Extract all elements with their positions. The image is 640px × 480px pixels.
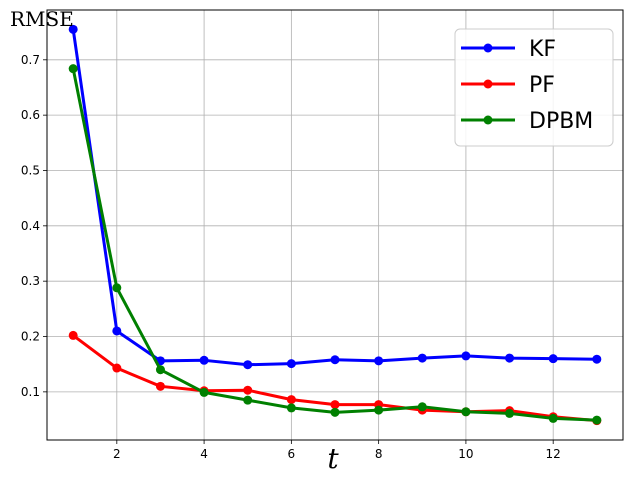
data-point-kf — [417, 353, 427, 363]
data-point-kf — [199, 355, 209, 365]
y-tick-label: 0.6 — [21, 108, 40, 122]
data-point-kf — [330, 355, 340, 365]
data-point-dpbm — [199, 387, 209, 397]
data-point-dpbm — [461, 407, 471, 417]
data-point-kf — [592, 354, 602, 364]
legend-label-dpbm: DPBM — [529, 109, 593, 134]
legend: KF PF DPBM — [454, 28, 614, 147]
x-tick-label: 4 — [200, 447, 208, 461]
data-point-dpbm — [68, 64, 78, 74]
data-point-dpbm — [330, 407, 340, 417]
legend-swatch-marker-pf — [483, 79, 493, 89]
y-tick-label: 0.1 — [21, 385, 40, 399]
data-point-kf — [243, 360, 253, 370]
data-point-pf — [330, 400, 340, 410]
x-tick-label: 6 — [288, 447, 296, 461]
x-axis-label: t — [327, 442, 339, 475]
data-point-dpbm — [548, 413, 558, 423]
plot-area-frame — [46, 9, 624, 441]
data-point-dpbm — [155, 365, 165, 375]
x-tick-label: 2 — [113, 447, 121, 461]
legend-swatch-marker-dpbm — [483, 115, 493, 125]
legend-label-kf: KF — [529, 37, 556, 62]
data-point-dpbm — [417, 402, 427, 412]
data-point-dpbm — [592, 415, 602, 425]
data-point-pf — [243, 385, 253, 395]
data-point-dpbm — [505, 408, 515, 418]
data-point-dpbm — [243, 395, 253, 405]
legend-label-pf: PF — [529, 73, 555, 98]
axis-ticks: 2 4 6 8 10 12 0.1 0.2 0.3 0.4 0.5 0.6 0.7 — [21, 53, 561, 461]
x-tick-label: 8 — [375, 447, 383, 461]
y-tick-label: 0.4 — [21, 219, 40, 233]
y-axis-label: RMSE — [10, 7, 74, 31]
y-tick-label: 0.2 — [21, 330, 40, 344]
data-point-pf — [68, 330, 78, 340]
data-point-kf — [68, 24, 78, 34]
y-tick-label: 0.7 — [21, 53, 40, 67]
data-point-pf — [286, 395, 296, 405]
data-point-kf — [548, 354, 558, 364]
x-tick-label: 10 — [458, 447, 473, 461]
legend-swatch-marker-kf — [483, 43, 493, 53]
data-point-kf — [461, 351, 471, 361]
data-point-dpbm — [374, 405, 384, 415]
y-tick-label: 0.5 — [21, 163, 40, 177]
data-series — [68, 24, 602, 426]
x-tick-label: 12 — [546, 447, 561, 461]
data-point-dpbm — [286, 403, 296, 413]
data-point-kf — [286, 359, 296, 369]
data-point-kf — [112, 326, 122, 336]
data-point-kf — [374, 356, 384, 366]
data-point-pf — [112, 363, 122, 373]
data-point-pf — [155, 381, 165, 391]
y-tick-label: 0.3 — [21, 274, 40, 288]
data-point-kf — [505, 353, 515, 363]
legend-box — [454, 28, 614, 147]
data-point-dpbm — [112, 283, 122, 293]
